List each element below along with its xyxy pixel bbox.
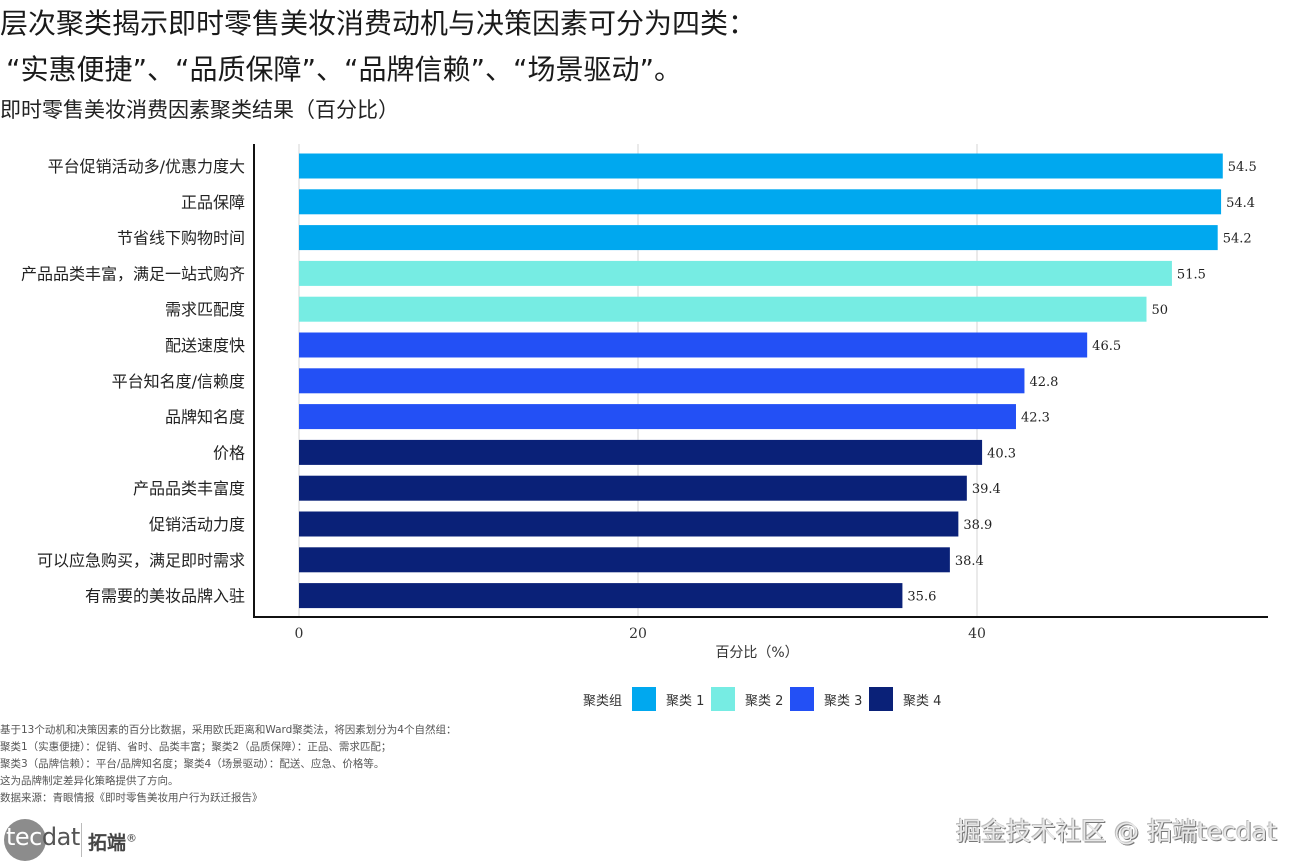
value-label: 39.4: [972, 482, 1001, 497]
legend-item: 聚类 2: [711, 687, 783, 711]
legend-swatch: [790, 687, 814, 711]
category-labels: 平台促销活动多/优惠力度大正品保障节省线下购物时间产品品类丰富，满足一站式购齐需…: [21, 157, 245, 606]
value-label: 42.8: [1029, 375, 1058, 390]
bar: [299, 225, 1218, 251]
legend-swatch: [869, 687, 893, 711]
value-label: 54.5: [1228, 160, 1257, 175]
x-tick-label: 40: [968, 626, 986, 642]
value-label: 54.4: [1226, 196, 1255, 211]
bar: [299, 296, 1147, 322]
category-label: 平台促销活动多/优惠力度大: [48, 157, 245, 176]
value-label: 40.3: [987, 446, 1016, 461]
x-tick-label: 20: [629, 626, 647, 642]
category-label: 可以应急购买，满足即时需求: [37, 551, 245, 570]
bar: [299, 404, 1016, 430]
value-label: 51.5: [1177, 267, 1206, 282]
value-label: 35.6: [907, 590, 936, 605]
footnote-line: 基于13个动机和决策因素的百分比数据，采用欧氏距离和Ward聚类法，将因素划分为…: [0, 724, 457, 736]
headline-line-2: “实惠便捷”、“品质保障”、“品牌信赖”、“场景驱动”。: [6, 53, 683, 86]
chart-subtitle: 即时零售美妆消费因素聚类结果（百分比）: [0, 98, 399, 122]
footnotes: 基于13个动机和决策因素的百分比数据，采用欧氏距离和Ward聚类法，将因素划分为…: [0, 722, 456, 807]
category-label: 平台知名度/信赖度: [112, 372, 245, 391]
bar: [299, 511, 959, 537]
footnote-line: 聚类3（品牌信赖）：平台/品牌知名度；聚类4（场景驱动）：配送、应急、价格等。: [0, 758, 385, 770]
bar: [299, 189, 1222, 215]
bar: [299, 153, 1223, 179]
watermark: 掘金技术社区 @ 拓端tecdat: [956, 817, 1277, 846]
tecdat-logo: [4, 818, 46, 862]
bar: [299, 583, 903, 609]
logo-wordmark: tecdat: [6, 823, 80, 851]
bar: [299, 547, 950, 573]
category-label: 品牌知名度: [165, 408, 245, 427]
bar: [299, 332, 1088, 358]
category-label: 需求匹配度: [165, 300, 245, 319]
category-label: 价格: [213, 443, 245, 462]
category-label: 产品品类丰富，满足一站式购齐: [21, 264, 245, 283]
value-labels: 54.5 54.4 54.2 51.5 50 46.5 42.8 42.3 40.3 39.4 38…: [907, 160, 1256, 605]
legend-label: 聚类 2: [745, 694, 783, 709]
legend-swatch: [632, 687, 656, 711]
legend-item: 聚类 1: [632, 687, 704, 711]
category-label: 正品保障: [181, 193, 245, 212]
logo-circle-icon: [4, 819, 46, 861]
legend-item: 聚类 3: [790, 687, 862, 711]
legend-title: 聚类组: [583, 694, 622, 709]
footnote-line: 这为品牌制定差异化策略提供了方向。: [0, 775, 179, 787]
value-label: 54.2: [1223, 232, 1252, 247]
logo-divider: [81, 823, 82, 857]
value-label: 46.5: [1092, 339, 1121, 354]
legend-label: 聚类 4: [903, 694, 941, 709]
bar: [299, 368, 1025, 394]
value-label: 50: [1152, 303, 1169, 318]
legend-label: 聚类 3: [824, 694, 862, 709]
category-label: 促销活动力度: [149, 515, 245, 534]
bar: [299, 439, 983, 465]
legend-swatch: [711, 687, 735, 711]
bar: [299, 475, 967, 501]
bar-chart: 平台促销活动多/优惠力度大正品保障节省线下购物时间产品品类丰富，满足一站式购齐需…: [21, 144, 1268, 711]
x-tick-label: 0: [295, 626, 304, 642]
data-source: 数据来源：青眼情报《即时零售美妆用户行为跃迁报告》: [0, 792, 263, 804]
category-label: 有需要的美妆品牌入驻: [85, 587, 245, 606]
bar: [299, 260, 1172, 286]
legend-item: 聚类 4: [869, 687, 941, 711]
category-label: 节省线下购物时间: [117, 229, 245, 248]
x-tick-labels: 0 20 40: [295, 626, 986, 642]
value-label: 42.3: [1021, 411, 1050, 426]
x-axis-title: 百分比（%）: [715, 645, 798, 661]
logo-chinese-name: 拓端®: [88, 831, 138, 854]
category-label: 配送速度快: [165, 336, 245, 355]
legend: 聚类组 聚类 1 聚类 2 聚类 3 聚类 4: [583, 687, 941, 711]
footnote-line: 聚类1（实惠便捷）：促销、省时、品类丰富；聚类2（品质保障）：正品、需求匹配；: [0, 741, 392, 753]
bars: [299, 153, 1223, 609]
value-label: 38.4: [955, 554, 984, 569]
value-label: 38.9: [963, 518, 992, 533]
category-label: 产品品类丰富度: [133, 479, 245, 498]
headline-line-1: 层次聚类揭示即时零售美妆消费动机与决策因素可分为四类：: [0, 7, 757, 40]
legend-label: 聚类 1: [666, 694, 704, 709]
